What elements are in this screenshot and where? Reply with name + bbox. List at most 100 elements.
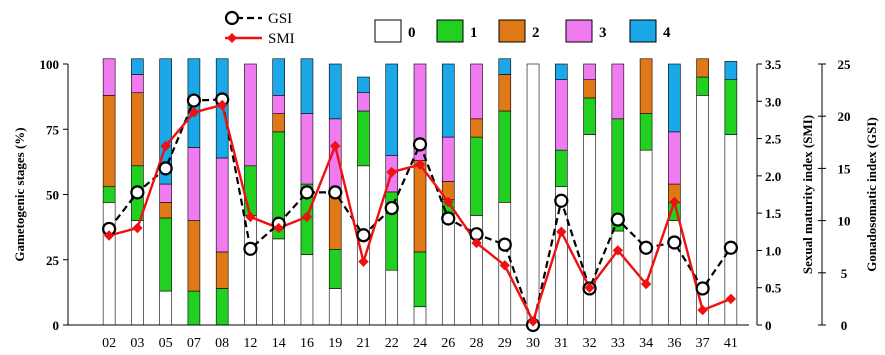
legend-stage-label-1: 1 <box>470 25 478 41</box>
smi-point-31 <box>556 226 567 237</box>
smi-point-21 <box>358 256 369 267</box>
left-axis-title: Gametogenic stages (%) <box>12 127 27 261</box>
x-tick-label-34: 34 <box>639 336 653 350</box>
x-tick-label-22: 22 <box>385 336 399 350</box>
legend-stage-swatch-0 <box>374 19 402 43</box>
gsi-tick-label-0: 0 <box>841 318 848 333</box>
smi-point-02 <box>103 230 115 241</box>
x-tick-label-41: 41 <box>724 336 738 350</box>
legend-stage-label-4: 4 <box>663 25 671 41</box>
smi-point-19 <box>330 140 341 152</box>
x-tick-label-07: 07 <box>187 336 201 350</box>
legend-smi-label: SMI <box>268 31 295 47</box>
x-tick-label-32: 32 <box>583 336 597 350</box>
gsi-point-19 <box>328 185 343 200</box>
x-tick-label-28: 28 <box>470 336 484 350</box>
bar-stage-1-21 <box>357 110 370 167</box>
bar-stage-4-41 <box>724 61 738 80</box>
bar-stage-4-31 <box>555 63 568 80</box>
x-tick-label-16: 16 <box>300 336 314 350</box>
smi-tick-label-0: 0 <box>765 318 772 333</box>
smi-tick-label-1.0: 1.0 <box>765 243 781 258</box>
left-tick-label-50: 50 <box>46 188 59 203</box>
x-tick-label-21: 21 <box>356 336 370 350</box>
x-tick-label-14: 14 <box>272 336 286 350</box>
gsi-tick-label-5: 5 <box>841 266 848 281</box>
bar-stage-4-26 <box>441 63 455 138</box>
smi-point-41 <box>725 293 737 305</box>
bar-stage-1-29 <box>498 110 512 203</box>
x-tick-label-03: 03 <box>130 336 144 350</box>
bar-stage-2-02 <box>102 95 116 187</box>
bar-stage-3-03 <box>131 74 144 94</box>
smi-point-07 <box>188 107 200 118</box>
bar-stage-3-08 <box>215 157 229 253</box>
bar-stage-4-29 <box>498 58 512 75</box>
gsi-point-16 <box>299 185 315 200</box>
x-tick-label-36: 36 <box>667 336 681 350</box>
bar-stage-3-26 <box>441 136 455 182</box>
bar-stage-1-37 <box>696 76 709 96</box>
bar-stage-0-22 <box>385 269 399 326</box>
x-tick-label-30: 30 <box>526 336 540 350</box>
bar-stage-1-19 <box>328 249 342 289</box>
bar-stage-3-28 <box>470 63 483 120</box>
smi-point-03 <box>132 222 143 234</box>
bar-stage-0-32 <box>583 134 596 326</box>
bar-stage-4-36 <box>668 63 681 133</box>
bar-stage-0-02 <box>102 202 116 326</box>
bar-stage-0-26 <box>441 217 455 326</box>
bar-stage-4-14 <box>272 58 285 96</box>
x-tick-label-19: 19 <box>328 336 342 350</box>
bar-stage-3-36 <box>668 131 681 185</box>
bar-stage-1-34 <box>639 113 653 151</box>
smi-tick-label-2.0: 2.0 <box>765 169 781 184</box>
smi-point-32 <box>584 282 595 293</box>
bar-stage-0-33 <box>611 230 625 326</box>
gsi-point-12 <box>243 241 258 256</box>
bar-stage-1-02 <box>102 186 116 203</box>
bar-stage-0-34 <box>639 149 653 326</box>
smi-point-28 <box>471 237 482 249</box>
smi-point-14 <box>273 222 284 234</box>
bar-stage-1-41 <box>724 79 738 135</box>
bar-stage-3-21 <box>357 92 370 112</box>
smi-point-36 <box>669 196 680 208</box>
bar-stage-2-34 <box>639 58 653 114</box>
gsi-point-34 <box>638 240 654 255</box>
bar-stage-0-24 <box>413 306 427 326</box>
gsi-point-05 <box>158 161 173 176</box>
gsi-tick-label-20: 20 <box>838 109 851 124</box>
left-tick-label-0: 0 <box>53 318 60 333</box>
legend-gsi-marker <box>224 10 240 26</box>
bar-stage-1-28 <box>470 136 483 216</box>
smi-point-37 <box>697 304 708 316</box>
x-tick-label-08: 08 <box>215 336 229 350</box>
bar-stage-3-12 <box>244 63 257 167</box>
bar-stage-2-07 <box>187 220 201 292</box>
gsi-axis-title: Gonadosomatic index (GSI) <box>864 117 879 272</box>
left-tick-label-100: 100 <box>40 57 60 72</box>
gsi-point-31 <box>554 193 569 208</box>
smi-point-30 <box>527 316 539 327</box>
x-tick-label-33: 33 <box>611 336 625 350</box>
bar-stage-3-32 <box>583 63 596 80</box>
axes: 02 03 05 07 08 12 14 16 19 21 22 24 26 28 29 30 31 32 33 34… <box>12 57 879 351</box>
bar-stage-3-05 <box>159 183 172 203</box>
bar-stage-1-24 <box>413 251 427 308</box>
bar-stage-3-33 <box>611 63 625 120</box>
gsi-tick-label-15: 15 <box>838 161 852 176</box>
left-tick-label-25: 25 <box>46 253 60 268</box>
legend-stage-swatch-1 <box>436 19 464 43</box>
bar-stage-2-14 <box>272 113 285 133</box>
bar-stage-4-22 <box>385 63 399 156</box>
legend-stage-swatch-4 <box>629 19 657 43</box>
smi-point-22 <box>386 166 397 178</box>
x-tick-label-37: 37 <box>696 336 710 350</box>
gsi-point-29 <box>497 237 512 252</box>
smi-point-34 <box>640 278 652 290</box>
smi-tick-label-2.5: 2.5 <box>765 132 782 147</box>
smi-point-33 <box>612 245 624 256</box>
bar-stage-2-28 <box>470 118 483 138</box>
